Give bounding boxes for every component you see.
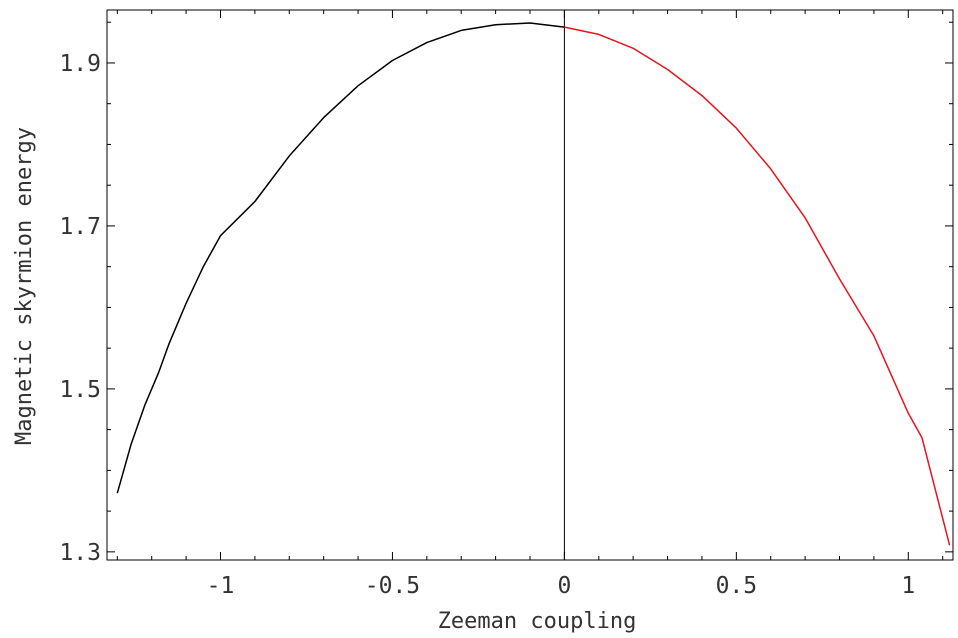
series-line-2 xyxy=(564,26,951,546)
x-axis-ticks: -1 -0.5 0 0.5 1 xyxy=(116,10,944,599)
x-tick-label: -0.5 xyxy=(365,573,420,599)
plot-frame xyxy=(106,9,954,561)
y-axis-title: Magnetic skyrmion energy xyxy=(12,127,37,445)
y-tick-label: 1.5 xyxy=(59,377,101,403)
x-axis-title: Zeeman coupling xyxy=(438,609,637,634)
y-tick-label: 1.7 xyxy=(59,214,101,240)
x-tick-label: 0 xyxy=(557,573,571,599)
x-tick-label: -1 xyxy=(207,573,235,599)
x-tick-label: 1 xyxy=(901,573,915,599)
y-tick-label: 1.9 xyxy=(59,51,101,77)
series-layer xyxy=(116,22,951,546)
y-tick-label: 1.3 xyxy=(59,540,101,566)
x-tick-label: 0.5 xyxy=(716,573,758,599)
y-axis-ticks: 1.3 1.5 1.7 1.9 xyxy=(59,21,953,566)
series-line-1 xyxy=(116,22,565,494)
